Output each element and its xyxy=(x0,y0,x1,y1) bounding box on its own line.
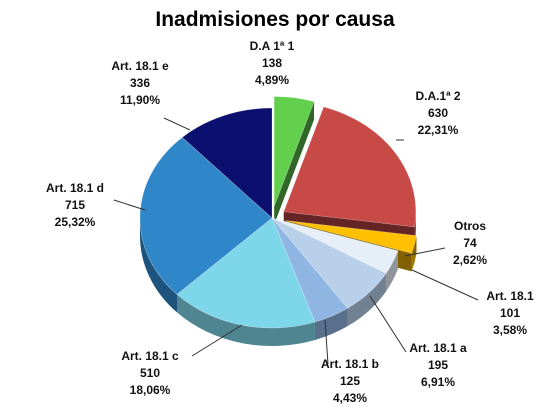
slice-label-percent: 3,58% xyxy=(493,323,527,337)
slice-label-name: Art. 18.1 d xyxy=(46,181,104,195)
leader-line xyxy=(163,117,191,131)
pie-slice-3 xyxy=(285,220,417,254)
slice-label-percent: 2,62% xyxy=(453,253,487,267)
slice-label-percent: 11,90% xyxy=(120,93,160,107)
slice-label-name: Art. 18.1 b xyxy=(321,357,379,371)
slice-label-percent: 6,91% xyxy=(421,375,455,389)
leader-line xyxy=(404,247,446,257)
slice-label-name: Art. 18.1 a xyxy=(409,341,467,355)
slice-label-value: 74 xyxy=(463,236,477,250)
leader-line xyxy=(324,319,329,365)
slice-label-name: Otros xyxy=(454,219,486,233)
slice-label-value: 336 xyxy=(130,76,150,90)
pie-slice-9 xyxy=(181,107,273,219)
slice-label-percent: 18,06% xyxy=(130,383,171,397)
slice-label-name: D.A 1ª 1 xyxy=(250,39,295,53)
slice-label-name: Art. 18.1 c xyxy=(121,349,179,363)
pie-slice-side xyxy=(177,294,315,346)
slice-label-value: 138 xyxy=(262,56,282,70)
pie-slice-1 xyxy=(273,96,315,207)
pie-slice-wall xyxy=(274,101,315,225)
slice-label-value: 715 xyxy=(65,198,85,212)
leader-line xyxy=(113,199,146,211)
leader-line xyxy=(369,295,407,353)
pie-slice-4 xyxy=(271,217,399,274)
pie-slice-5 xyxy=(271,217,387,309)
leader-line xyxy=(191,324,243,357)
pie-slice-side xyxy=(386,250,399,292)
slice-label-percent: 4,43% xyxy=(333,391,367,405)
pie-slice-2 xyxy=(283,106,417,228)
slice-label-value: 630 xyxy=(428,106,448,120)
slice-label-name: D.A.1ª 2 xyxy=(415,89,460,103)
slice-label-percent: 22,31% xyxy=(418,123,459,137)
pie-slice-side xyxy=(347,273,387,327)
slice-label-value: 195 xyxy=(428,358,448,372)
slice-label-value: 510 xyxy=(140,366,160,380)
leader-line xyxy=(411,269,479,301)
pie-slice-6 xyxy=(271,217,349,323)
slice-label-value: 101 xyxy=(500,306,520,320)
slice-label-value: 125 xyxy=(340,374,360,388)
slice-label-percent: 4,89% xyxy=(255,73,289,87)
slice-label-name: Art. 18.1 xyxy=(486,289,534,303)
pie-slice-side xyxy=(140,218,178,313)
slice-label-percent: 25,32% xyxy=(55,215,96,229)
pie-slice-8 xyxy=(139,136,273,295)
pie-slice-side xyxy=(314,308,348,341)
slice-label-name: Art. 18.1 e xyxy=(111,59,169,73)
chart-title: Inadmisiones por causa xyxy=(155,8,395,31)
